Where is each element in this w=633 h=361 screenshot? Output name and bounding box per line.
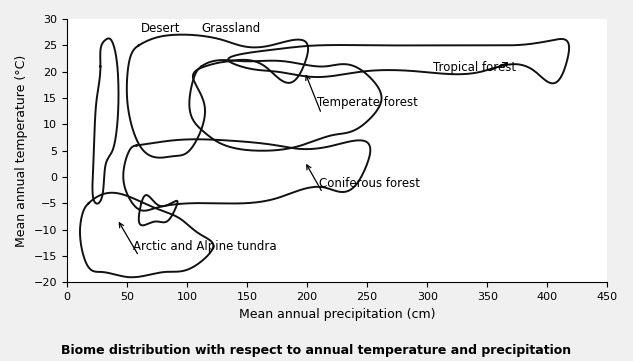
X-axis label: Mean annual precipitation (cm): Mean annual precipitation (cm) [239, 308, 436, 321]
Text: Grassland: Grassland [201, 22, 261, 35]
Text: Tropical forest: Tropical forest [433, 61, 517, 74]
Text: Arctic and Alpine tundra: Arctic and Alpine tundra [133, 240, 277, 253]
Text: Coniferous forest: Coniferous forest [319, 177, 420, 190]
Text: Biome distribution with respect to annual temperature and precipitation: Biome distribution with respect to annua… [61, 344, 572, 357]
Text: Desert: Desert [141, 22, 181, 35]
Text: Temperate forest: Temperate forest [316, 96, 418, 109]
Y-axis label: Mean annual temperature (°C): Mean annual temperature (°C) [15, 55, 28, 247]
